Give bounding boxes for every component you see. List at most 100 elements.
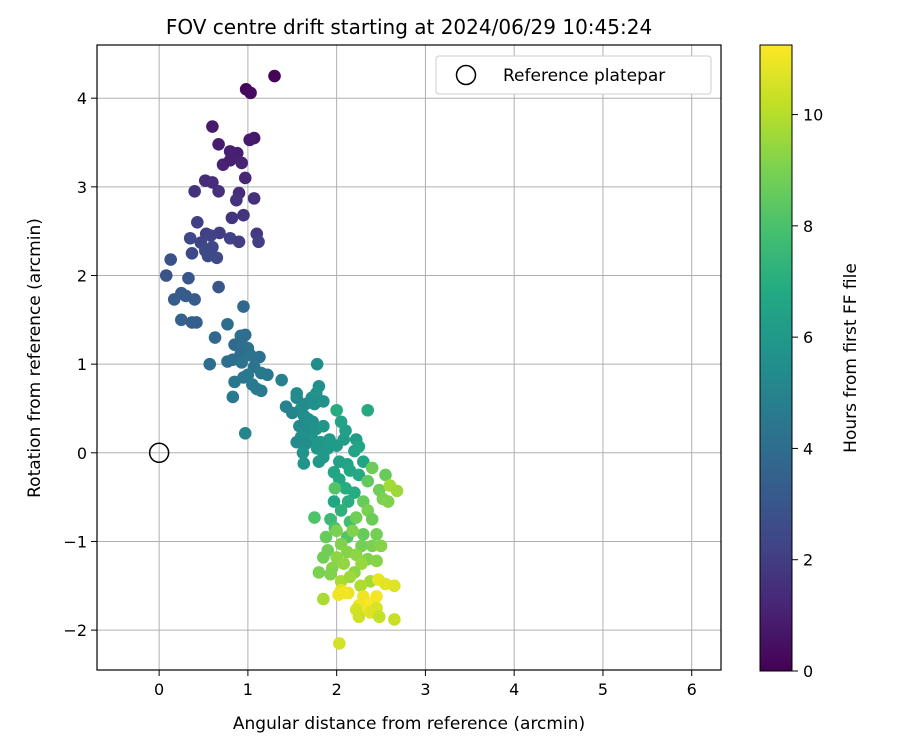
- colorbar: 0 2 4 6 8 10 Hours from first FF file: [759, 44, 861, 681]
- data-point: [244, 86, 257, 100]
- data-point: [312, 566, 326, 579]
- data-point: [225, 211, 239, 225]
- data-point: [235, 356, 248, 369]
- data-point: [341, 495, 355, 508]
- data-point: [388, 613, 401, 626]
- data-point: [167, 293, 181, 306]
- y-tick-label: 0: [77, 444, 87, 463]
- data-point: [308, 511, 321, 524]
- colorbar-ticks: 0 2 4 6 8 10: [792, 106, 823, 681]
- data-point: [310, 442, 324, 455]
- y-tick-label: 1: [77, 355, 87, 374]
- data-point: [297, 457, 311, 470]
- data-point: [238, 171, 252, 185]
- reference-platepar-marker: [148, 442, 170, 464]
- plot-frame: [96, 44, 722, 671]
- data-point: [379, 468, 392, 482]
- legend: Reference platepar: [435, 55, 712, 95]
- data-point: [317, 551, 330, 564]
- y-tick-label: 3: [77, 178, 87, 197]
- data-point: [188, 184, 201, 198]
- colorbar-tick-label: 4: [803, 439, 813, 458]
- data-point: [254, 384, 268, 398]
- data-point: [388, 579, 401, 593]
- data-point: [333, 637, 346, 650]
- data-point: [203, 357, 217, 371]
- data-point: [190, 316, 203, 329]
- data-point: [370, 528, 383, 541]
- data-point: [252, 235, 265, 249]
- colorbar-tick-label: 6: [803, 328, 813, 347]
- legend-entry-label: Reference platepar: [503, 66, 665, 86]
- data-point: [361, 403, 375, 417]
- x-tick-label: 4: [509, 680, 519, 699]
- data-point: [228, 375, 241, 389]
- data-point: [226, 390, 240, 404]
- x-tick-label: 3: [420, 680, 430, 699]
- data-point: [330, 403, 343, 417]
- data-point: [310, 357, 324, 371]
- data-point: [183, 231, 197, 245]
- data-point: [159, 269, 173, 282]
- colorbar-gradient: [759, 44, 793, 672]
- grid-lines: [97, 45, 721, 670]
- data-point: [370, 554, 383, 568]
- data-point: [319, 530, 333, 544]
- data-point: [237, 300, 250, 313]
- data-point: [175, 313, 188, 327]
- colorbar-tick-label: 2: [803, 551, 813, 570]
- data-point: [327, 495, 341, 508]
- data-point: [296, 446, 310, 460]
- data-point: [191, 216, 204, 229]
- data-point: [275, 373, 288, 387]
- data-point: [365, 539, 379, 553]
- data-point: [356, 455, 370, 468]
- data-point: [237, 208, 250, 222]
- data-point: [352, 468, 366, 482]
- data-point: [352, 610, 366, 624]
- data-point: [365, 461, 379, 475]
- colorbar-label: Hours from first FF file: [841, 263, 861, 453]
- data-point: [328, 481, 342, 495]
- x-tick-label: 2: [332, 680, 342, 699]
- data-point: [334, 415, 348, 429]
- x-tick-label: 0: [154, 680, 164, 699]
- data-point: [390, 484, 404, 498]
- data-point: [221, 317, 234, 331]
- data-point: [381, 495, 395, 508]
- colorbar-tick-label: 0: [803, 662, 813, 681]
- data-point: [317, 395, 330, 408]
- data-point: [354, 579, 367, 593]
- x-tick-label: 5: [598, 680, 608, 699]
- data-point: [206, 120, 219, 133]
- data-point: [330, 524, 343, 538]
- reference-point: [148, 442, 170, 464]
- data-point: [206, 176, 219, 189]
- data-points: [159, 69, 404, 650]
- data-point: [204, 229, 217, 242]
- data-point: [223, 153, 237, 167]
- data-point: [355, 557, 368, 570]
- data-point: [346, 524, 359, 538]
- data-point: [164, 253, 177, 266]
- data-point: [221, 355, 234, 368]
- legend-box: [435, 55, 712, 95]
- data-point: [290, 387, 304, 400]
- data-point: [317, 592, 330, 606]
- data-point: [238, 426, 252, 440]
- data-point: [234, 329, 248, 343]
- x-axis-ticks: 0 1 2 3 4 5 6: [154, 670, 697, 699]
- data-point: [317, 419, 330, 433]
- data-point: [312, 455, 326, 468]
- y-tick-label: 4: [77, 89, 87, 108]
- data-point: [348, 486, 361, 499]
- data-point: [243, 133, 256, 147]
- data-point: [356, 528, 370, 541]
- data-point: [261, 368, 274, 382]
- data-point: [370, 590, 383, 603]
- data-point: [230, 193, 243, 207]
- data-point: [232, 235, 246, 249]
- data-point: [188, 293, 201, 306]
